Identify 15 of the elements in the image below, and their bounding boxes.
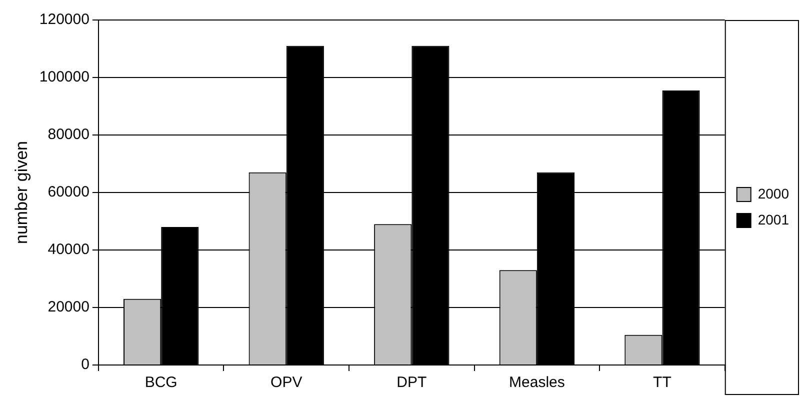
x-tick-label: BCG xyxy=(144,374,178,392)
x-tick-label: OPV xyxy=(270,374,302,392)
y-axis-title: number given xyxy=(12,140,31,244)
y-tick-label: 120000 xyxy=(39,11,90,28)
x-tick-label: TT xyxy=(653,374,672,392)
y-tick-label: 80000 xyxy=(48,126,90,144)
y-tick-label: 40000 xyxy=(48,241,90,258)
y-tick-label: 0 xyxy=(81,356,90,374)
legend-label: 2001 xyxy=(758,211,790,228)
x-tick-label: Measles xyxy=(509,374,565,392)
y-tick-label: 60000 xyxy=(48,184,90,201)
x-tick-label: DPT xyxy=(396,374,427,392)
legend-label: 2000 xyxy=(758,185,790,202)
y-tick-label: 20000 xyxy=(48,298,90,316)
y-tick-label: 100000 xyxy=(39,68,90,86)
